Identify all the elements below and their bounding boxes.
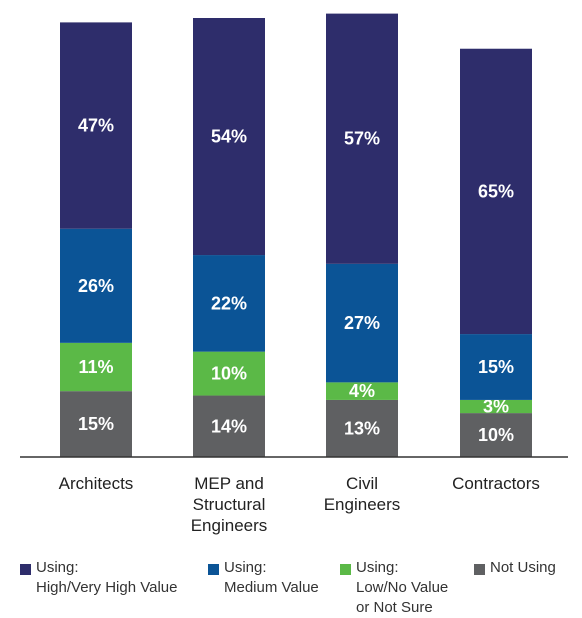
legend-label-not-using: Not Using	[490, 559, 556, 576]
bar-segment-2-1	[326, 382, 398, 400]
legend-swatch-medium	[208, 564, 219, 575]
bar-value-label-2-1: 4%	[349, 381, 375, 401]
bar-value-label-3-0: 10%	[478, 425, 514, 445]
bar-value-label-1-3: 54%	[211, 127, 247, 147]
bar-value-label-0-1: 11%	[78, 357, 113, 377]
legend-swatch-not-using	[474, 564, 485, 575]
bar-segment-2-2	[326, 263, 398, 383]
bar-segment-0-2	[60, 228, 132, 343]
stacked-bar-chart: 15% 11% 26% 47% 14% 10% 22% 54% 13% 4% 27% 57% 10% 3%…	[20, 13, 568, 535]
bar-value-label-3-3: 65%	[478, 181, 514, 201]
legend-label-high: Using: High/Very High Value	[36, 559, 178, 596]
bar-segment-2-0	[326, 399, 398, 457]
legend-label-medium: Using: Medium Value	[224, 559, 319, 596]
bar-segment-3-1	[460, 399, 532, 414]
legend: Using: High/Very High Value Using: Mediu…	[0, 558, 582, 618]
bar-segment-1-0	[193, 395, 265, 457]
bar-value-label-2-0: 13%	[344, 418, 380, 438]
bar-value-label-1-2: 22%	[211, 293, 247, 313]
bar-segment-0-0	[60, 391, 132, 457]
category-label-0: Architects	[59, 474, 134, 493]
legend-swatch-low	[340, 564, 351, 575]
category-label-3: Contractors	[452, 474, 540, 493]
bar-segment-2-3	[326, 13, 398, 264]
bar-value-label-3-2: 15%	[478, 357, 514, 377]
bar-value-label-0-2: 26%	[78, 276, 114, 296]
bar-segment-1-3	[193, 18, 265, 256]
bar-value-label-0-0: 15%	[78, 414, 114, 434]
category-labels: Architects MEP and Structural Engineers Civi…	[59, 474, 540, 535]
bar-value-label-3-1: 3%	[483, 397, 509, 417]
bar-segment-3-2	[460, 334, 532, 400]
bar-segment-1-1	[193, 351, 265, 396]
bar-segment-3-0	[460, 413, 532, 457]
bar-segment-3-3	[460, 48, 532, 335]
bar-segment-0-1	[60, 342, 132, 392]
bar-value-label-0-3: 47%	[78, 116, 114, 136]
legend-label-low: Using: Low/No Value or Not Sure	[356, 559, 449, 616]
bar-value-label-2-2: 27%	[344, 313, 380, 333]
bar-value-label-1-1: 10%	[211, 364, 247, 384]
bar-value-label-2-3: 57%	[344, 129, 380, 149]
category-label-1: MEP and Structural Engineers	[191, 474, 268, 535]
bar-segment-0-3	[60, 22, 132, 229]
bar-segment-1-2	[193, 255, 265, 352]
category-label-2: Civil Engineers	[324, 474, 401, 514]
bar-value-label-1-0: 14%	[211, 416, 247, 436]
legend-swatch-high	[20, 564, 31, 575]
bars-group: 15% 11% 26% 47% 14% 10% 22% 54% 13% 4% 27% 57% 10% 3%…	[60, 13, 532, 457]
